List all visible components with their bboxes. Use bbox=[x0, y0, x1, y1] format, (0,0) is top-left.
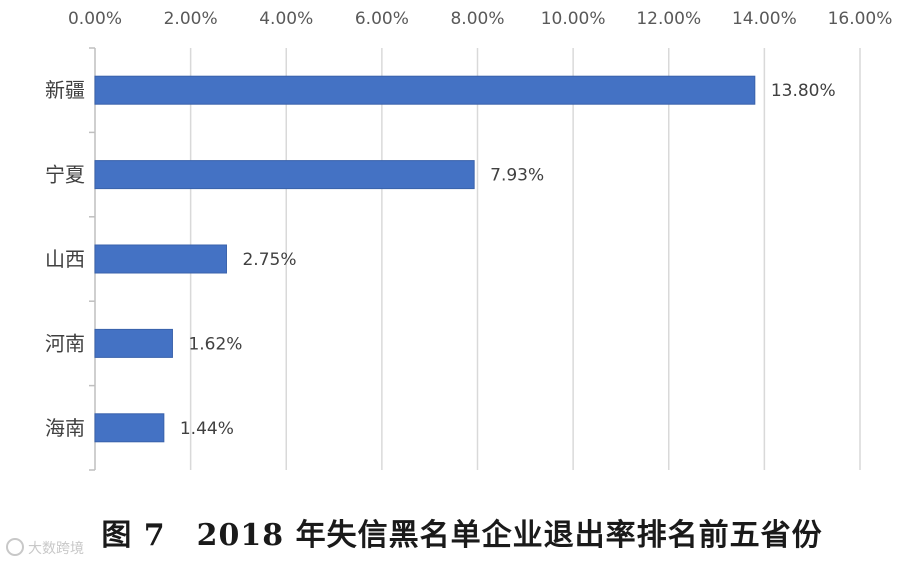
watermark-logo-icon bbox=[6, 538, 24, 556]
x-tick-label: 6.00% bbox=[355, 9, 409, 29]
x-tick-label: 2.00% bbox=[164, 9, 218, 29]
gridlines bbox=[189, 48, 861, 470]
data-label: 1.62% bbox=[188, 334, 242, 354]
bar bbox=[94, 160, 475, 190]
category-label: 山西 bbox=[45, 247, 85, 271]
category-axis bbox=[89, 47, 96, 471]
category-label: 宁夏 bbox=[45, 163, 85, 187]
x-tick-label: 16.00% bbox=[828, 9, 893, 29]
bar bbox=[94, 328, 173, 358]
x-tick-label: 14.00% bbox=[732, 9, 797, 29]
data-labels: 13.80% 7.93% 2.75% 1.62% 1.44% bbox=[180, 81, 836, 439]
watermark-text: 大数跨境 bbox=[28, 541, 84, 557]
data-label: 13.80% bbox=[771, 81, 836, 101]
bar-chart: 0.00% 2.00% 4.00% 6.00% 8.00% 10.00% 12.00% 14.… bbox=[45, 9, 892, 471]
data-label: 7.93% bbox=[490, 166, 544, 186]
category-label: 河南 bbox=[45, 331, 85, 355]
x-tick-label: 10.00% bbox=[541, 9, 606, 29]
bar bbox=[94, 244, 227, 274]
x-tick-label: 12.00% bbox=[636, 9, 701, 29]
watermark: 大数跨境 bbox=[6, 538, 84, 558]
category-label: 海南 bbox=[45, 416, 85, 440]
data-label: 2.75% bbox=[242, 250, 296, 270]
x-tick-label: 4.00% bbox=[259, 9, 313, 29]
bar bbox=[94, 413, 165, 443]
bar bbox=[94, 75, 756, 105]
category-label: 新疆 bbox=[45, 78, 85, 102]
x-tick-labels: 0.00% 2.00% 4.00% 6.00% 8.00% 10.00% 12.00% 14.… bbox=[68, 9, 892, 29]
x-tick-label: 0.00% bbox=[68, 9, 122, 29]
bars bbox=[94, 75, 756, 443]
data-label: 1.44% bbox=[180, 419, 234, 439]
x-tick-label: 8.00% bbox=[450, 9, 504, 29]
figure-caption: 图 7 2018 年失信黑名单企业退出率排名前五省份 bbox=[101, 518, 823, 553]
